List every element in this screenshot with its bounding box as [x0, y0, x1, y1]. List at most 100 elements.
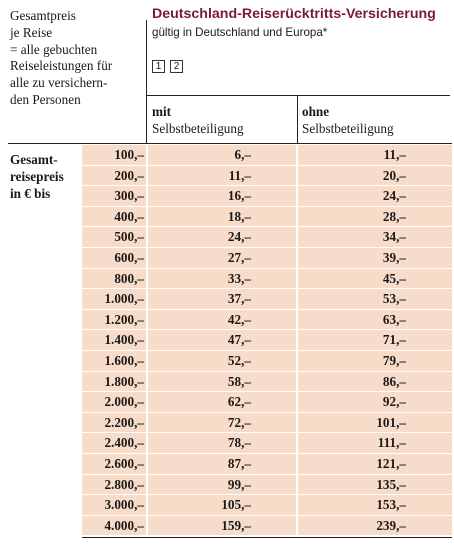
- table-bottom-border: [82, 537, 452, 538]
- with-deductible-cell: 78,–: [148, 433, 296, 453]
- insurance-title: Deutschland-Reiserücktritts-Versicherung: [152, 6, 436, 22]
- with-deductible-cell: 24,–: [148, 227, 296, 247]
- with-deductible-cell: 42,–: [148, 309, 296, 330]
- footnote-badges: 1 2: [152, 60, 183, 73]
- table-row: 100,– 6,– 11,–: [82, 145, 452, 166]
- price-caption-line: alle zu versichern-: [10, 75, 108, 91]
- with-deductible-cell: 37,–: [148, 289, 296, 309]
- table-row: 1.400,– 47,– 71,–: [82, 330, 452, 351]
- with-deductible-cell: 18,–: [148, 206, 296, 227]
- table-row: 300,– 16,– 24,–: [82, 186, 452, 207]
- column-header-line: ohne: [302, 104, 330, 119]
- header-divider: [146, 95, 450, 96]
- table-row: 4.000,– 159,– 239,–: [82, 515, 452, 537]
- without-deductible-cell: 24,–: [298, 186, 452, 206]
- price-cell: 2.400,–: [82, 433, 146, 453]
- without-deductible-cell: 135,–: [298, 474, 452, 495]
- with-deductible-cell: 72,–: [148, 412, 296, 433]
- without-deductible-cell: 39,–: [298, 247, 452, 268]
- without-deductible-cell: 20,–: [298, 165, 452, 186]
- with-deductible-cell: 105,–: [148, 495, 296, 515]
- without-deductible-cell: 79,–: [298, 350, 452, 371]
- with-deductible-cell: 52,–: [148, 350, 296, 371]
- price-caption-line: Gesamtpreis: [10, 8, 76, 23]
- table-row: 400,– 18,– 28,–: [82, 206, 452, 228]
- table-row: 200,– 11,– 20,–: [82, 165, 452, 187]
- price-cell: 500,–: [82, 227, 146, 247]
- price-cell: 2.200,–: [82, 412, 146, 433]
- with-deductible-cell: 47,–: [148, 330, 296, 350]
- footnote-badge-2[interactable]: 2: [170, 60, 183, 73]
- header-left-border: [146, 20, 147, 144]
- without-deductible-cell: 71,–: [298, 330, 452, 350]
- row-label-line: Gesamt-: [10, 152, 58, 167]
- without-deductible-cell: 86,–: [298, 371, 452, 392]
- column-header-line: mit: [152, 104, 172, 119]
- price-cell: 3.000,–: [82, 495, 146, 515]
- table-row: 500,– 24,– 34,–: [82, 227, 452, 248]
- without-deductible-cell: 153,–: [298, 495, 452, 515]
- table-row: 2.400,– 78,– 111,–: [82, 433, 452, 454]
- price-cell: 400,–: [82, 206, 146, 227]
- with-deductible-cell: 58,–: [148, 371, 296, 392]
- without-deductible-cell: 121,–: [298, 453, 452, 474]
- price-cell: 300,–: [82, 186, 146, 206]
- price-cell: 1.400,–: [82, 330, 146, 350]
- table-row: 2.200,– 72,– 101,–: [82, 412, 452, 434]
- with-deductible-cell: 27,–: [148, 247, 296, 268]
- price-cell: 800,–: [82, 268, 146, 289]
- price-table: 100,– 6,– 11,– 200,– 11,– 20,– 300,– 16,– 24,– 40…: [82, 145, 452, 537]
- with-deductible-cell: 99,–: [148, 474, 296, 495]
- insurance-subtitle: gültig in Deutschland und Europa*: [152, 26, 328, 39]
- price-cell: 1.000,–: [82, 289, 146, 309]
- row-label-line: reisepreis: [10, 169, 64, 184]
- price-caption-line: den Personen: [10, 91, 81, 107]
- with-deductible-cell: 6,–: [148, 145, 296, 165]
- price-cell: 1.800,–: [82, 371, 146, 392]
- with-deductible-cell: 16,–: [148, 186, 296, 206]
- price-cell: 2.600,–: [82, 453, 146, 474]
- price-cell: 2.800,–: [82, 474, 146, 495]
- price-cell: 1.200,–: [82, 309, 146, 330]
- without-deductible-cell: 28,–: [298, 206, 452, 227]
- price-cell: 600,–: [82, 247, 146, 268]
- row-label-line: in € bis: [10, 186, 51, 201]
- price-cell: 1.600,–: [82, 350, 146, 371]
- column-header-line: Selbstbeteiligung: [302, 121, 394, 136]
- column-header-line: Selbstbeteiligung: [152, 121, 244, 136]
- table-row: 1.200,– 42,– 63,–: [82, 309, 452, 331]
- with-deductible-cell: 33,–: [148, 268, 296, 289]
- table-header-divider: [8, 143, 452, 144]
- without-deductible-cell: 53,–: [298, 289, 452, 309]
- price-caption-line: = alle gebuchten: [10, 41, 98, 57]
- price-caption: Gesamtpreis je Reise = alle gebuchten Re…: [10, 8, 142, 109]
- price-cell: 4.000,–: [82, 515, 146, 536]
- table-row: 2.600,– 87,– 121,–: [82, 453, 452, 475]
- table-row: 600,– 27,– 39,–: [82, 247, 452, 269]
- without-deductible-cell: 11,–: [298, 145, 452, 165]
- column-header-without-deductible: ohne Selbstbeteiligung: [302, 103, 394, 137]
- without-deductible-cell: 92,–: [298, 392, 452, 412]
- without-deductible-cell: 34,–: [298, 227, 452, 247]
- table-row: 1.800,– 58,– 86,–: [82, 371, 452, 393]
- with-deductible-cell: 62,–: [148, 392, 296, 412]
- with-deductible-cell: 11,–: [148, 165, 296, 186]
- footnote-badge-1[interactable]: 1: [152, 60, 165, 73]
- price-cell: 100,–: [82, 145, 146, 165]
- price-caption-line: Reiseleistungen für: [10, 58, 113, 74]
- with-deductible-cell: 87,–: [148, 453, 296, 474]
- price-cell: 2.000,–: [82, 392, 146, 412]
- column-divider: [297, 95, 298, 144]
- table-row: 2.800,– 99,– 135,–: [82, 474, 452, 496]
- without-deductible-cell: 239,–: [298, 515, 452, 536]
- table-row: 1.000,– 37,– 53,–: [82, 289, 452, 310]
- without-deductible-cell: 101,–: [298, 412, 452, 433]
- table-row: 800,– 33,– 45,–: [82, 268, 452, 290]
- price-cell: 200,–: [82, 165, 146, 186]
- table-row: 1.600,– 52,– 79,–: [82, 350, 452, 372]
- price-caption-line: je Reise: [10, 24, 53, 40]
- column-header-with-deductible: mit Selbstbeteiligung: [152, 103, 244, 137]
- with-deductible-cell: 159,–: [148, 515, 296, 536]
- table-row: 3.000,– 105,– 153,–: [82, 495, 452, 516]
- without-deductible-cell: 63,–: [298, 309, 452, 330]
